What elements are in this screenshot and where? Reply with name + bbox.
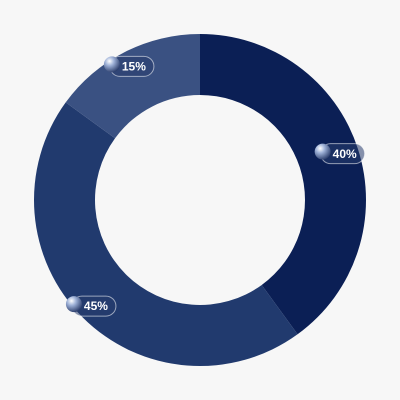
data-label: 40% (314, 143, 366, 165)
data-label: 15% (103, 55, 155, 77)
label-gloss (103, 56, 120, 73)
label-gloss (314, 143, 331, 160)
slice (200, 34, 366, 335)
value-label: 45% (84, 299, 108, 313)
label-gloss (65, 296, 82, 313)
slice (65, 34, 200, 139)
value-label: 40% (333, 147, 357, 161)
value-label: 15% (122, 60, 146, 74)
data-label: 45% (65, 295, 117, 317)
labels: 40% 45% 15% (65, 55, 366, 317)
slice (34, 102, 298, 366)
